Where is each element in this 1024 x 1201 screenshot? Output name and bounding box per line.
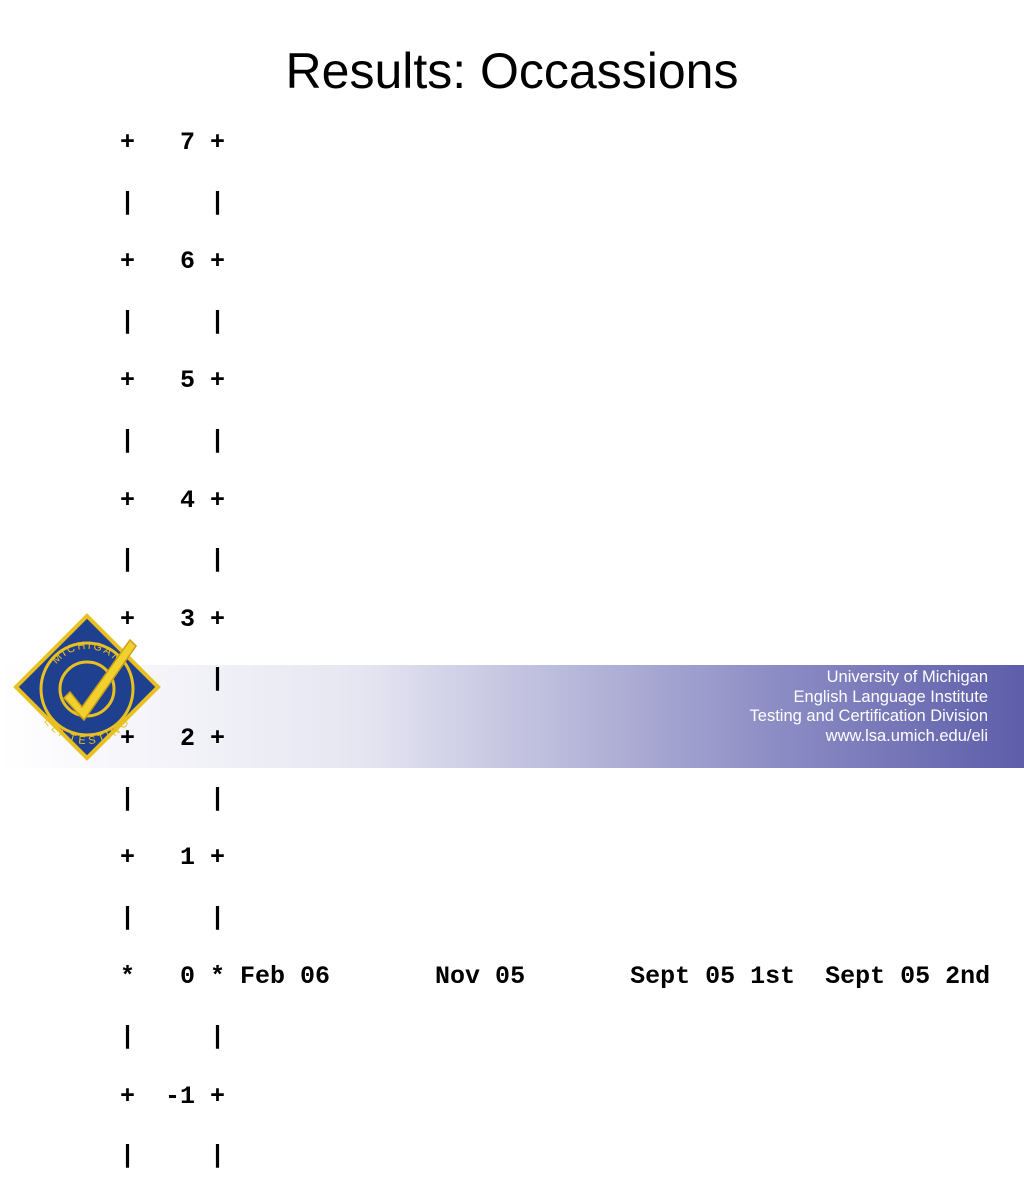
footer-line: www.lsa.umich.edu/eli xyxy=(825,726,988,745)
slide: Results: Occassions + 7 + | | + 6 + | | + 5 … xyxy=(0,43,1024,1171)
ruler-line: | | xyxy=(120,187,226,217)
logo: MICHIGAN ELI TESTING xyxy=(13,613,161,761)
ruler-line: | | xyxy=(120,306,226,336)
ruler-line: | | xyxy=(120,1141,226,1171)
ruler-line: + 1 + xyxy=(120,843,226,873)
ruler-line: + 4 + xyxy=(120,485,226,515)
ruler-line: | | xyxy=(120,1021,226,1051)
logo-check xyxy=(62,638,137,722)
ruler-line: + -1 + xyxy=(120,1081,226,1111)
logo-ring xyxy=(39,641,135,737)
ruler-line: | | xyxy=(120,545,226,575)
ruler-line: + 5 + xyxy=(120,366,226,396)
ruler-line: | | xyxy=(120,902,226,932)
footer-line: Testing and Certification Division xyxy=(749,707,988,725)
ruler-line: * 0 * Feb 06 Nov 05 Sept 05 1st Sept 05 … xyxy=(120,962,991,992)
footer-text: University of Michigan English Language I… xyxy=(750,668,988,746)
ruler-line: | | xyxy=(120,425,226,455)
footer-line: English Language Institute xyxy=(793,687,988,706)
footer-line: University of Michigan xyxy=(826,668,988,686)
ruler: + 7 + | | + 6 + | | + 5 + | | + 4 + | | + 3 + | |… xyxy=(120,128,990,1201)
slide-title: Results: Occassions xyxy=(285,43,739,99)
ruler-line: | | xyxy=(120,783,226,813)
footer-band xyxy=(0,665,1024,768)
ruler-line: + 7 + xyxy=(120,128,226,157)
ruler-line: + 6 + xyxy=(120,247,226,277)
ruler-line: + 2 + xyxy=(120,723,226,753)
ruler-line: + 3 + xyxy=(120,604,226,634)
